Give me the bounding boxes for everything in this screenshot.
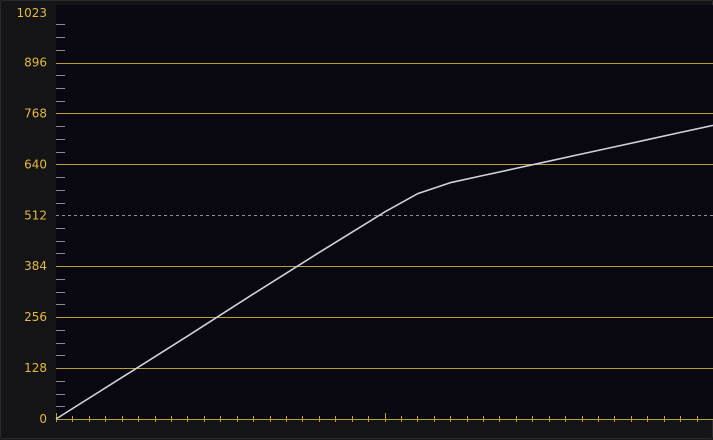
y-tick-label-896: 896 (24, 56, 47, 70)
grid-lines (56, 63, 713, 369)
y-tick-label-768: 768 (24, 106, 47, 120)
x-axis-ticks (56, 413, 713, 422)
y-tick-label-128: 128 (24, 361, 47, 375)
y-tick-labels: 1023 896 768 640 512 384 256 128 0 (16, 6, 47, 426)
series-layer (55, 124, 713, 420)
y-tick-label-1023: 1023 (16, 6, 47, 20)
y-minor-ticks (56, 24, 65, 407)
y-tick-label-512: 512 (24, 208, 47, 222)
y-tick-label-0: 0 (39, 412, 47, 426)
series-line-0 (55, 124, 713, 420)
y-tick-label-640: 640 (24, 157, 47, 171)
y-tick-label-384: 384 (24, 259, 47, 273)
y-tick-label-256: 256 (24, 310, 47, 324)
